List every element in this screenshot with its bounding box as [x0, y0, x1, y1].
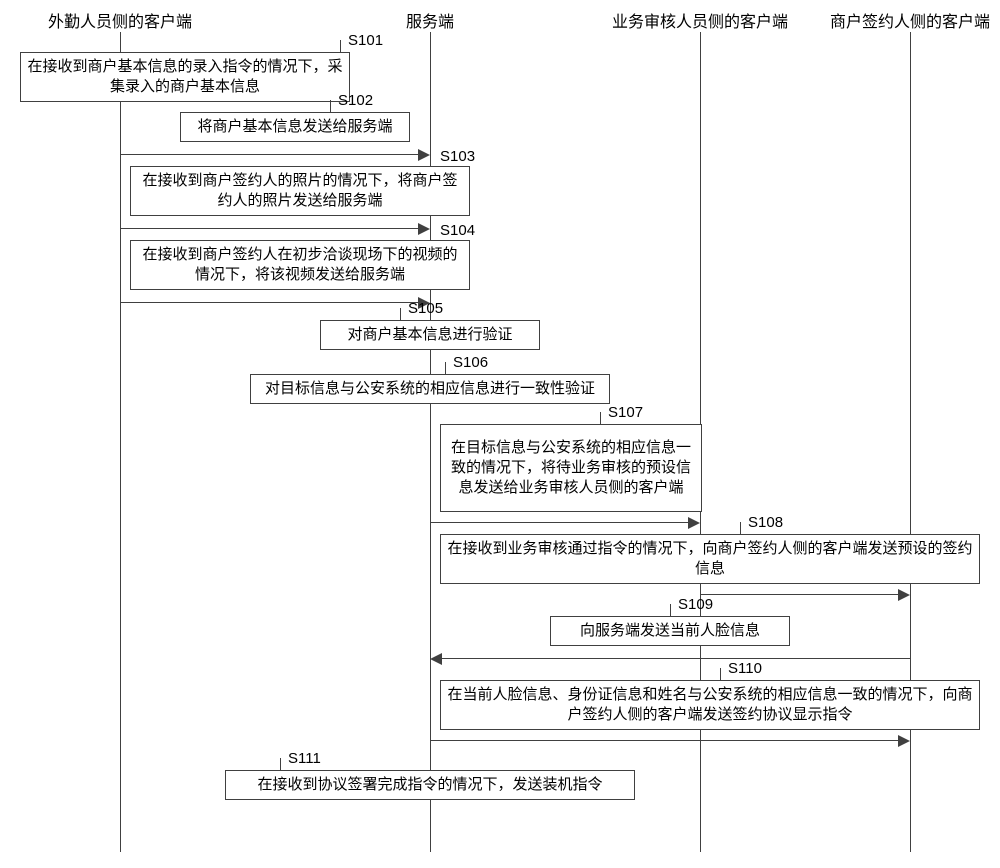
step-s102-label: S102 — [338, 92, 373, 109]
lane-header-reviewer: 业务审核人员侧的客户端 — [612, 8, 788, 32]
sequence-diagram: 外勤人员侧的客户端 服务端 业务审核人员侧的客户端 商户签约人侧的客户端 在接收… — [0, 0, 1000, 868]
step-s108-label: S108 — [748, 514, 783, 531]
step-s109-label: S109 — [678, 596, 713, 613]
connector-s110 — [720, 668, 721, 680]
step-s111-label: S111 — [288, 750, 321, 767]
arrow-s104 — [120, 302, 418, 303]
connector-s106 — [445, 362, 446, 374]
connector-s109 — [670, 604, 671, 616]
step-s103-label: S103 — [440, 148, 475, 165]
connector-s102 — [330, 100, 331, 112]
step-s111-box: 在接收到协议签署完成指令的情况下，发送装机指令 — [225, 770, 635, 800]
arrow-s108-head — [898, 589, 910, 601]
step-s110-text: 在当前人脸信息、身份证信息和姓名与公安系统的相应信息一致的情况下，向商户签约人侧… — [447, 685, 973, 726]
connector-s108 — [740, 522, 741, 534]
step-s107-text: 在目标信息与公安系统的相应信息一致的情况下，将待业务审核的预设信息发送给业务审核… — [447, 438, 695, 499]
step-s104-text: 在接收到商户签约人在初步洽谈现场下的视频的情况下，将该视频发送给服务端 — [137, 245, 463, 286]
step-s103-text: 在接收到商户签约人的照片的情况下，将商户签约人的照片发送给服务端 — [137, 171, 463, 212]
step-s101-label: S101 — [348, 32, 383, 49]
arrow-s107-head — [688, 517, 700, 529]
step-s108-text: 在接收到业务审核通过指令的情况下，向商户签约人侧的客户端发送预设的签约信息 — [447, 539, 973, 580]
step-s107-label: S107 — [608, 404, 643, 421]
step-s105-text: 对商户基本信息进行验证 — [347, 325, 512, 345]
arrow-s109-head — [430, 653, 442, 665]
step-s105-box: 对商户基本信息进行验证 — [320, 320, 540, 350]
arrow-s103 — [120, 228, 418, 229]
arrow-s107 — [430, 522, 688, 523]
lane-header-signer: 商户签约人侧的客户端 — [830, 8, 990, 32]
step-s110-box: 在当前人脸信息、身份证信息和姓名与公安系统的相应信息一致的情况下，向商户签约人侧… — [440, 680, 980, 730]
step-s101-box: 在接收到商户基本信息的录入指令的情况下，采集录入的商户基本信息 — [20, 52, 350, 102]
lifeline-server — [430, 32, 431, 852]
arrow-s108 — [700, 594, 898, 595]
step-s106-label: S106 — [453, 354, 488, 371]
step-s109-text: 向服务端发送当前人脸信息 — [580, 621, 760, 641]
arrow-s109 — [442, 658, 910, 659]
step-s107-box: 在目标信息与公安系统的相应信息一致的情况下，将待业务审核的预设信息发送给业务审核… — [440, 424, 702, 512]
step-s102-text: 将商户基本信息发送给服务端 — [197, 117, 392, 137]
step-s104-box: 在接收到商户签约人在初步洽谈现场下的视频的情况下，将该视频发送给服务端 — [130, 240, 470, 290]
connector-s101 — [340, 40, 341, 52]
arrow-s110 — [430, 740, 898, 741]
lane-header-field: 外勤人员侧的客户端 — [48, 8, 192, 32]
connector-s111 — [280, 758, 281, 770]
step-s111-text: 在接收到协议签署完成指令的情况下，发送装机指令 — [257, 775, 602, 795]
connector-s105 — [400, 308, 401, 320]
arrow-s103-head — [418, 223, 430, 235]
lane-header-server: 服务端 — [406, 8, 454, 32]
step-s102-box: 将商户基本信息发送给服务端 — [180, 112, 410, 142]
arrow-s102-head — [418, 149, 430, 161]
step-s108-box: 在接收到业务审核通过指令的情况下，向商户签约人侧的客户端发送预设的签约信息 — [440, 534, 980, 584]
step-s106-box: 对目标信息与公安系统的相应信息进行一致性验证 — [250, 374, 610, 404]
step-s104-label: S104 — [440, 222, 475, 239]
arrow-s102 — [120, 154, 418, 155]
lifeline-field — [120, 32, 121, 852]
step-s105-label: S105 — [408, 300, 443, 317]
connector-s107 — [600, 412, 601, 424]
arrow-s110-head — [898, 735, 910, 747]
step-s103-box: 在接收到商户签约人的照片的情况下，将商户签约人的照片发送给服务端 — [130, 166, 470, 216]
step-s110-label: S110 — [728, 660, 762, 677]
step-s109-box: 向服务端发送当前人脸信息 — [550, 616, 790, 646]
step-s101-text: 在接收到商户基本信息的录入指令的情况下，采集录入的商户基本信息 — [27, 57, 343, 98]
step-s106-text: 对目标信息与公安系统的相应信息进行一致性验证 — [265, 379, 595, 399]
